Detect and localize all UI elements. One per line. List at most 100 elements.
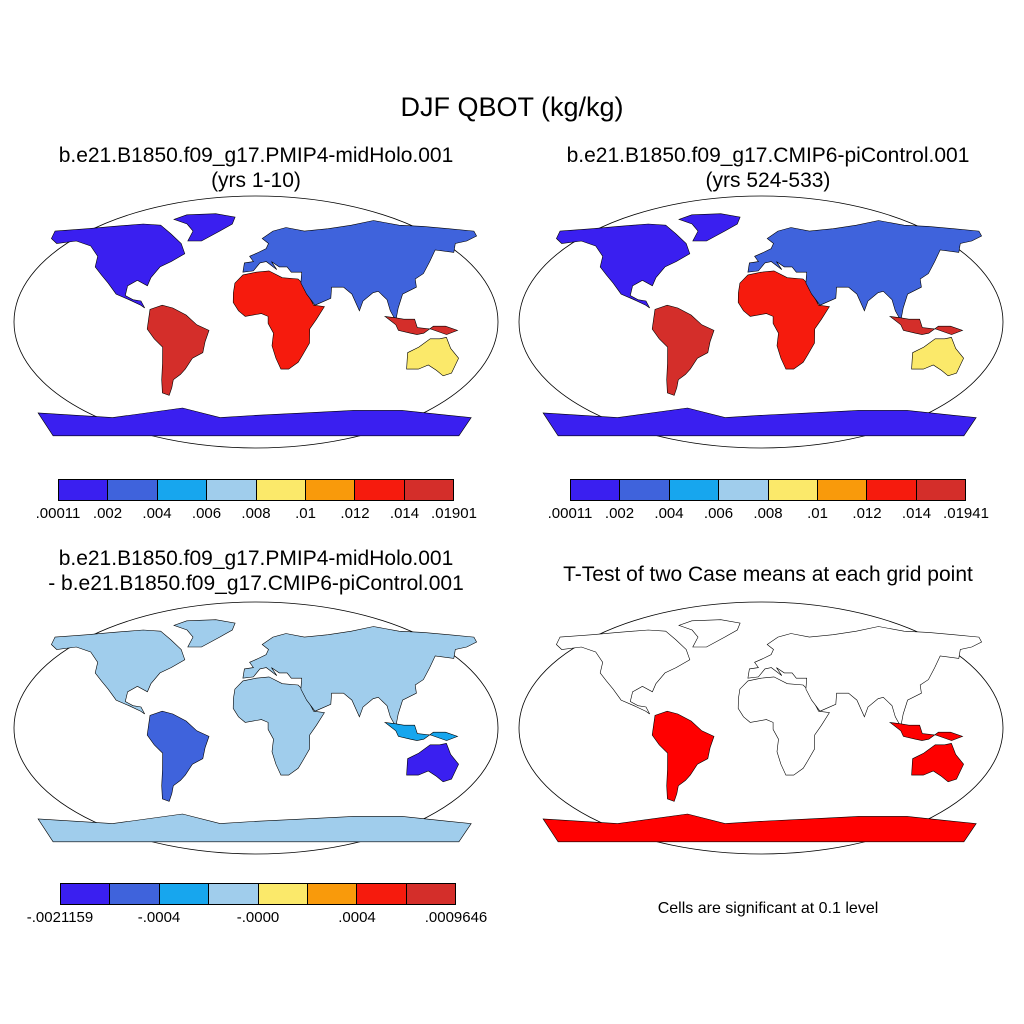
colorbar-labels: -.0021159 -.0004 -.0000 .0004 .0009646 <box>27 905 488 929</box>
landmass-northAmerica <box>51 223 186 309</box>
colorbar-label: .014 <box>901 505 932 522</box>
colorbar-label: .006 <box>191 505 222 522</box>
colorbar-label: .012 <box>340 505 370 522</box>
landmass-southAmerica <box>651 710 715 802</box>
landmass-australia <box>911 337 964 377</box>
colorbar-label: .01941 <box>943 505 989 522</box>
landmass-indonesia <box>383 315 459 335</box>
panel-top-left-title: b.e21.B1850.f09_g17.PMIP4-midHolo.001 (y… <box>0 143 512 193</box>
landmass-southAmerica <box>146 710 210 802</box>
landmass-greenland <box>678 213 741 242</box>
landmass-northAmerica <box>51 629 186 715</box>
colorbar-swatch <box>159 884 210 904</box>
map-top-left <box>13 195 499 449</box>
colorbar-swatch <box>719 480 769 500</box>
colorbar-label: .002 <box>92 505 123 522</box>
colorbar-label: .008 <box>753 505 783 522</box>
panel-title-line1: b.e21.B1850.f09_g17.CMIP6-piControl.001 <box>566 144 970 167</box>
significance-note: Cells are significant at 0.1 level <box>657 900 879 917</box>
landmass-northAmerica <box>556 223 691 309</box>
colorbar-swatch <box>108 480 158 500</box>
landmass-antarctica <box>542 407 977 437</box>
colorbar-label: .0009646 <box>424 909 488 926</box>
colorbar-label: .01901 <box>431 505 477 522</box>
colorbar-swatch <box>355 480 405 500</box>
colorbar-swatch <box>571 480 621 500</box>
colorbar-top-left: .00011 .002 .004 .006 .008 .01 .012 .014… <box>36 479 477 525</box>
colorbar-label: .008 <box>241 505 271 522</box>
colorbar-swatch <box>305 480 356 500</box>
colorbar-label: -.0004 <box>137 909 181 926</box>
landmass-antarctica <box>37 813 472 843</box>
panel-title-line2: - b.e21.B1850.f09_g17.CMIP6-piControl.00… <box>48 572 464 595</box>
landmass-eurasia <box>242 220 478 322</box>
colorbar-label: .00011 <box>547 505 593 522</box>
landmass-africa <box>737 676 830 776</box>
map-bottom-left <box>13 601 499 855</box>
colorbar-swatch <box>916 480 965 500</box>
landmass-eurasia <box>747 626 983 728</box>
colorbar-swatch <box>258 884 308 904</box>
landmass-africa <box>737 270 830 370</box>
colorbar-label: .01 <box>807 505 828 522</box>
colorbar-swatches <box>570 479 966 501</box>
landmass-indonesia <box>888 315 964 335</box>
colorbar-swatch <box>59 480 109 500</box>
colorbar-label: .014 <box>389 505 420 522</box>
colorbar-swatch <box>110 884 160 904</box>
colorbar-swatch <box>406 884 455 904</box>
figure-title: DJF QBOT (kg/kg) <box>400 92 624 122</box>
landmass-eurasia <box>242 626 478 728</box>
landmass-antarctica <box>542 813 977 843</box>
landmass-eurasia <box>747 220 983 322</box>
colorbar-swatch <box>307 884 358 904</box>
landmass-southAmerica <box>146 304 210 396</box>
landmass-greenland <box>173 619 236 648</box>
colorbar-label: -.0000 <box>236 909 280 926</box>
ttest-title: T-Test of two Case means at each grid po… <box>563 563 973 586</box>
landmass-antarctica <box>37 407 472 437</box>
landmass-greenland <box>173 213 236 242</box>
colorbar-label: .006 <box>703 505 734 522</box>
panel-bottom-right-title: T-Test of two Case means at each grid po… <box>512 562 1024 587</box>
colorbar-swatch <box>256 480 306 500</box>
colorbar-labels: .00011 .002 .004 .006 .008 .01 .012 .014… <box>36 501 477 525</box>
colorbar-label: .01 <box>295 505 316 522</box>
colorbar-bottom-left: -.0021159 -.0004 -.0000 .0004 .0009646 <box>27 883 488 929</box>
colorbar-swatch <box>209 884 259 904</box>
landmass-indonesia <box>888 721 964 741</box>
landmass-africa <box>232 676 325 776</box>
colorbar-labels: .00011 .002 .004 .006 .008 .01 .012 .014… <box>548 501 989 525</box>
colorbar-swatch <box>404 480 453 500</box>
colorbar-label: .004 <box>654 505 684 522</box>
colorbar-swatch <box>157 480 208 500</box>
colorbar-label: .00011 <box>35 505 81 522</box>
colorbar-swatch <box>867 480 917 500</box>
landmass-southAmerica <box>651 304 715 396</box>
landmass-australia <box>406 743 459 783</box>
colorbar-swatch <box>817 480 868 500</box>
colorbar-label: .012 <box>852 505 882 522</box>
landmass-northAmerica <box>556 629 691 715</box>
map-top-right <box>518 195 1004 449</box>
panel-title-line1: b.e21.B1850.f09_g17.PMIP4-midHolo.001 <box>58 547 454 570</box>
landmass-indonesia <box>383 721 459 741</box>
panel-title-line2: (yrs 1-10) <box>211 169 301 192</box>
colorbar-top-right: .00011 .002 .004 .006 .008 .01 .012 .014… <box>548 479 989 525</box>
colorbar-swatch <box>61 884 111 904</box>
panel-bottom-left-title: b.e21.B1850.f09_g17.PMIP4-midHolo.001 - … <box>0 546 512 596</box>
landmass-australia <box>911 743 964 783</box>
panel-title-line1: b.e21.B1850.f09_g17.PMIP4-midHolo.001 <box>58 144 454 167</box>
colorbar-swatch <box>768 480 818 500</box>
colorbar-swatch <box>207 480 257 500</box>
landmass-greenland <box>678 619 741 648</box>
map-bottom-right <box>518 601 1004 855</box>
colorbar-swatches <box>58 479 454 501</box>
colorbar-label: .004 <box>142 505 172 522</box>
panel-top-right-title: b.e21.B1850.f09_g17.CMIP6-piControl.001 … <box>512 143 1024 193</box>
colorbar-swatch <box>620 480 670 500</box>
panel-title-line2: (yrs 524-533) <box>705 169 831 192</box>
colorbar-swatches <box>60 883 456 905</box>
colorbar-swatch <box>357 884 407 904</box>
landmass-australia <box>406 337 459 377</box>
